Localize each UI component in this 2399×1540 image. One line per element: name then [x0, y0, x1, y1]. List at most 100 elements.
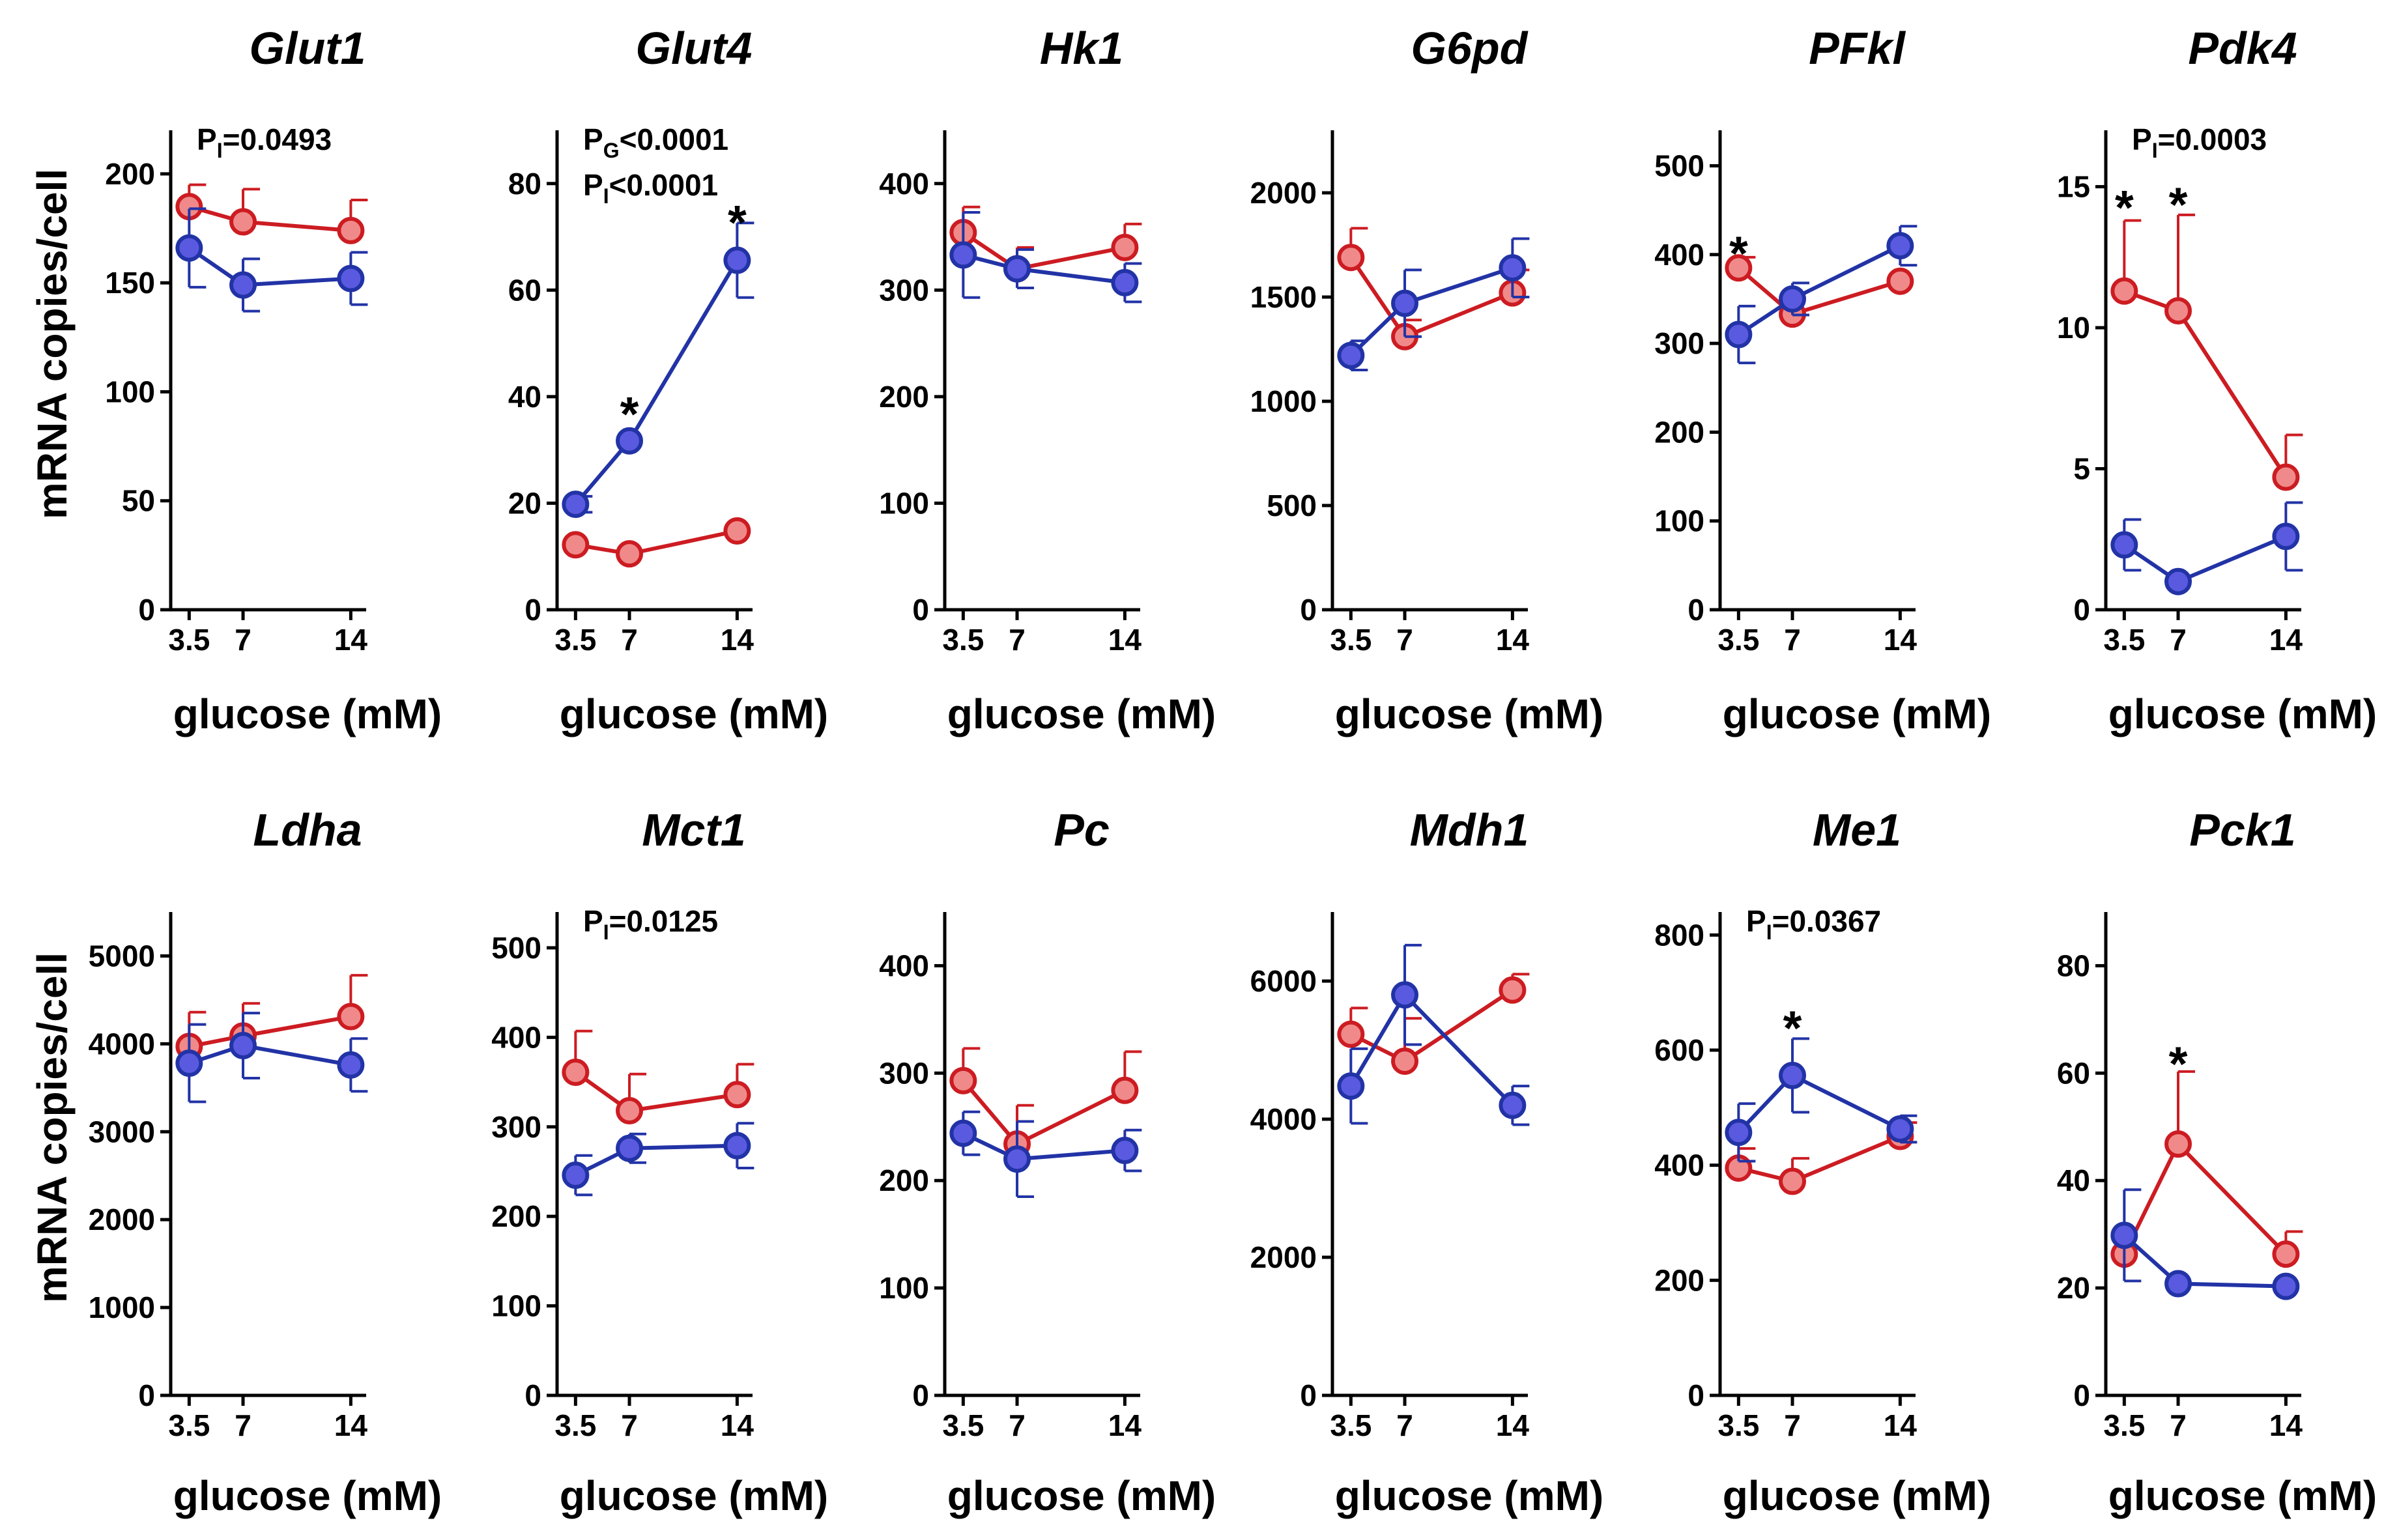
x-tick-label: 14: [334, 623, 368, 657]
x-tick-label: 7: [1784, 1408, 1801, 1442]
p-value-annotation: PI=0.0493: [197, 122, 332, 162]
significance-star: *: [728, 195, 747, 250]
y-tick-label: 80: [2057, 948, 2090, 982]
y-tick-label: 100: [105, 375, 155, 408]
blue-data-point: [723, 1132, 751, 1160]
x-axis-label: glucose (mM): [1723, 1472, 1991, 1519]
red-data-point: [2272, 463, 2300, 491]
y-tick-label: 2000: [1250, 176, 1317, 210]
blue-data-point: [562, 491, 590, 519]
blue-series-line: [1349, 991, 1514, 1107]
panel-mct1: Mct1 0 100 200 300 400 500 3.5 7 14 glucose (mM) PI…: [491, 805, 828, 1519]
y-tick-label: 200: [879, 1163, 929, 1197]
y-tick-label: 10: [2057, 311, 2090, 345]
p-value-annotation: PI<0.0001: [583, 168, 718, 208]
y-tick-label: 1000: [1250, 384, 1317, 418]
blue-data-point: [1886, 232, 1914, 260]
y-tick-label: 600: [1654, 1033, 1704, 1067]
blue-data-point: [2272, 1272, 2300, 1300]
red-data-point: [562, 531, 590, 559]
panel-title: PFkl: [1809, 23, 1906, 74]
x-tick-label: 3.5: [1330, 1408, 1372, 1442]
red-data-point: [2272, 1240, 2300, 1268]
y-tick-label: 400: [1654, 238, 1704, 272]
red-data-point: [562, 1058, 590, 1086]
red-series-line: [575, 529, 738, 556]
y-tick-label: 0: [912, 1378, 929, 1412]
y-tick-label: 3000: [89, 1115, 155, 1148]
x-axis-label: glucose (mM): [1335, 1472, 1603, 1519]
panel-title: Me1: [1813, 805, 1901, 855]
red-data-point: [2110, 277, 2138, 305]
significance-star: *: [2115, 180, 2134, 235]
y-tick-label: 500: [1267, 489, 1317, 522]
blue-data-point: [2272, 522, 2300, 550]
p-subscript: I: [1766, 920, 1772, 944]
p-symbol: P: [583, 904, 603, 938]
red-data-point: [1111, 233, 1139, 261]
y-tick-label: 0: [912, 593, 929, 627]
y-tick-label: 200: [879, 380, 929, 414]
y-tick-label: 800: [1654, 918, 1704, 952]
y-tick-label: 400: [491, 1020, 541, 1054]
p-value: <0.0001: [620, 122, 729, 156]
x-tick-label: 14: [721, 623, 754, 657]
red-data-point: [723, 517, 751, 545]
blue-data-point: [2164, 1270, 2192, 1298]
red-data-point: [1886, 267, 1914, 295]
x-tick-label: 7: [1396, 623, 1413, 657]
x-tick-label: 3.5: [942, 623, 984, 657]
red-data-point: [1111, 1076, 1139, 1104]
p-value: =0.0003: [2158, 122, 2267, 156]
x-tick-label: 14: [2269, 623, 2303, 657]
y-tick-label: 4000: [1250, 1102, 1317, 1136]
panel-pck1: Pck1 0 20 40 60 80 3.5 7 14 glucose (mM) *: [2057, 805, 2377, 1519]
y-tick-label: 40: [2057, 1163, 2090, 1197]
y-tick-label: 100: [491, 1289, 541, 1323]
blue-data-point: [1499, 1091, 1527, 1119]
blue-data-point: [1111, 1137, 1139, 1165]
p-symbol: P: [1746, 904, 1766, 938]
y-tick-label: 5000: [89, 939, 155, 973]
y-tick-label: 0: [2073, 1378, 2090, 1412]
blue-data-point: [1391, 289, 1419, 317]
y-tick-label: 100: [879, 1271, 929, 1305]
blue-data-point: [2164, 567, 2192, 595]
p-value-annotation: PI=0.0125: [583, 904, 718, 944]
p-symbol: P: [583, 122, 603, 156]
x-tick-label: 3.5: [2103, 1408, 2145, 1442]
panel-me1: Me1 0 200 400 600 800 3.5 7 14 glucose (mM) PI=0.0…: [1654, 805, 1991, 1519]
blue-data-point: [1886, 1115, 1914, 1143]
panel-glut1: Glut1 0 50 100 150 200 3.5 7 14 glucose (mM) mRNA …: [29, 23, 442, 737]
p-value: =0.0367: [1772, 904, 1882, 938]
p-subscript: I: [2152, 139, 2158, 162]
blue-data-point: [1779, 285, 1807, 313]
red-series-line: [1349, 256, 1514, 339]
y-tick-label: 2000: [1250, 1240, 1317, 1274]
x-axis-label: glucose (mM): [2108, 691, 2377, 737]
y-tick-label: 400: [879, 167, 929, 201]
x-tick-label: 3.5: [942, 1408, 984, 1442]
y-tick-label: 300: [1654, 326, 1704, 360]
y-tick-label: 80: [508, 167, 541, 201]
y-tick-label: 200: [105, 157, 155, 191]
panel-title: Mct1: [642, 805, 745, 855]
y-tick-label: 0: [524, 593, 541, 627]
y-tick-label: 500: [491, 931, 541, 965]
panel-title: Glut4: [636, 23, 753, 74]
blue-data-point: [229, 271, 257, 299]
red-series-line: [1737, 266, 1901, 317]
panel-ldha: Ldha 0 1000 2000 3000 4000 5000 3.5 7 14 glucose (…: [29, 805, 442, 1519]
blue-data-point: [1725, 1119, 1753, 1147]
y-tick-label: 400: [879, 948, 929, 982]
blue-data-point: [1499, 254, 1527, 282]
y-tick-label: 4000: [89, 1027, 155, 1061]
red-data-point: [337, 216, 365, 244]
x-axis-label: glucose (mM): [947, 1472, 1216, 1519]
x-tick-label: 7: [621, 623, 638, 657]
y-tick-label: 0: [1688, 1378, 1704, 1412]
blue-data-point: [337, 1051, 365, 1079]
red-series-line: [188, 1014, 351, 1049]
blue-data-point: [562, 1161, 590, 1189]
